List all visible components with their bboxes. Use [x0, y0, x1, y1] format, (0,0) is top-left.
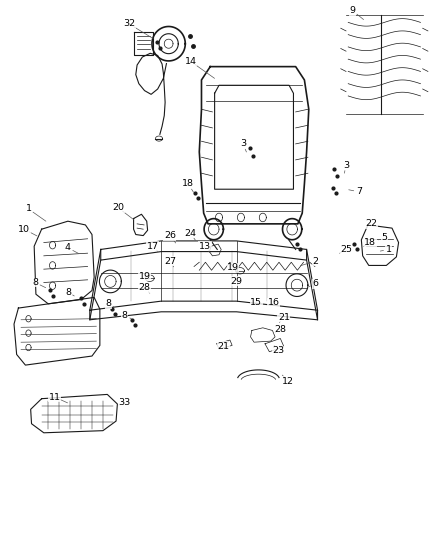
Text: 1: 1	[386, 245, 392, 254]
Text: 29: 29	[230, 277, 243, 286]
Text: 32: 32	[123, 20, 135, 28]
Text: 21: 21	[217, 342, 230, 351]
Text: 8: 8	[122, 311, 128, 320]
Text: 17: 17	[146, 242, 159, 251]
Text: 19: 19	[138, 272, 151, 280]
Text: 3: 3	[240, 140, 246, 148]
Text: 20: 20	[112, 204, 124, 212]
Text: 26: 26	[164, 231, 176, 240]
Text: 9: 9	[350, 6, 356, 15]
Text: 8: 8	[32, 278, 38, 287]
Text: 28: 28	[138, 284, 151, 292]
Text: 11: 11	[49, 393, 61, 401]
Text: 19: 19	[227, 263, 239, 272]
Text: 33: 33	[119, 398, 131, 407]
Text: 14: 14	[184, 57, 197, 66]
Text: 13: 13	[199, 242, 211, 251]
Text: 1: 1	[25, 205, 32, 213]
Text: 6: 6	[312, 279, 318, 288]
Text: 24: 24	[184, 229, 197, 238]
Text: 27: 27	[164, 257, 176, 265]
Text: 18: 18	[182, 180, 194, 188]
Text: 10: 10	[18, 225, 30, 233]
Text: 5: 5	[381, 233, 388, 241]
Text: 12: 12	[282, 377, 294, 385]
Text: 4: 4	[65, 244, 71, 252]
Text: 3: 3	[343, 161, 349, 169]
Text: 8: 8	[65, 288, 71, 296]
Text: 28: 28	[274, 325, 286, 334]
Text: 21: 21	[278, 313, 290, 321]
Text: 25: 25	[340, 245, 352, 254]
Text: 22: 22	[365, 220, 378, 228]
Text: 16: 16	[268, 298, 280, 307]
Text: 15: 15	[250, 298, 262, 307]
Text: 7: 7	[356, 188, 362, 196]
Text: 2: 2	[312, 257, 318, 265]
Text: 8: 8	[106, 300, 112, 308]
Text: 23: 23	[272, 346, 284, 355]
Text: 18: 18	[364, 238, 376, 247]
